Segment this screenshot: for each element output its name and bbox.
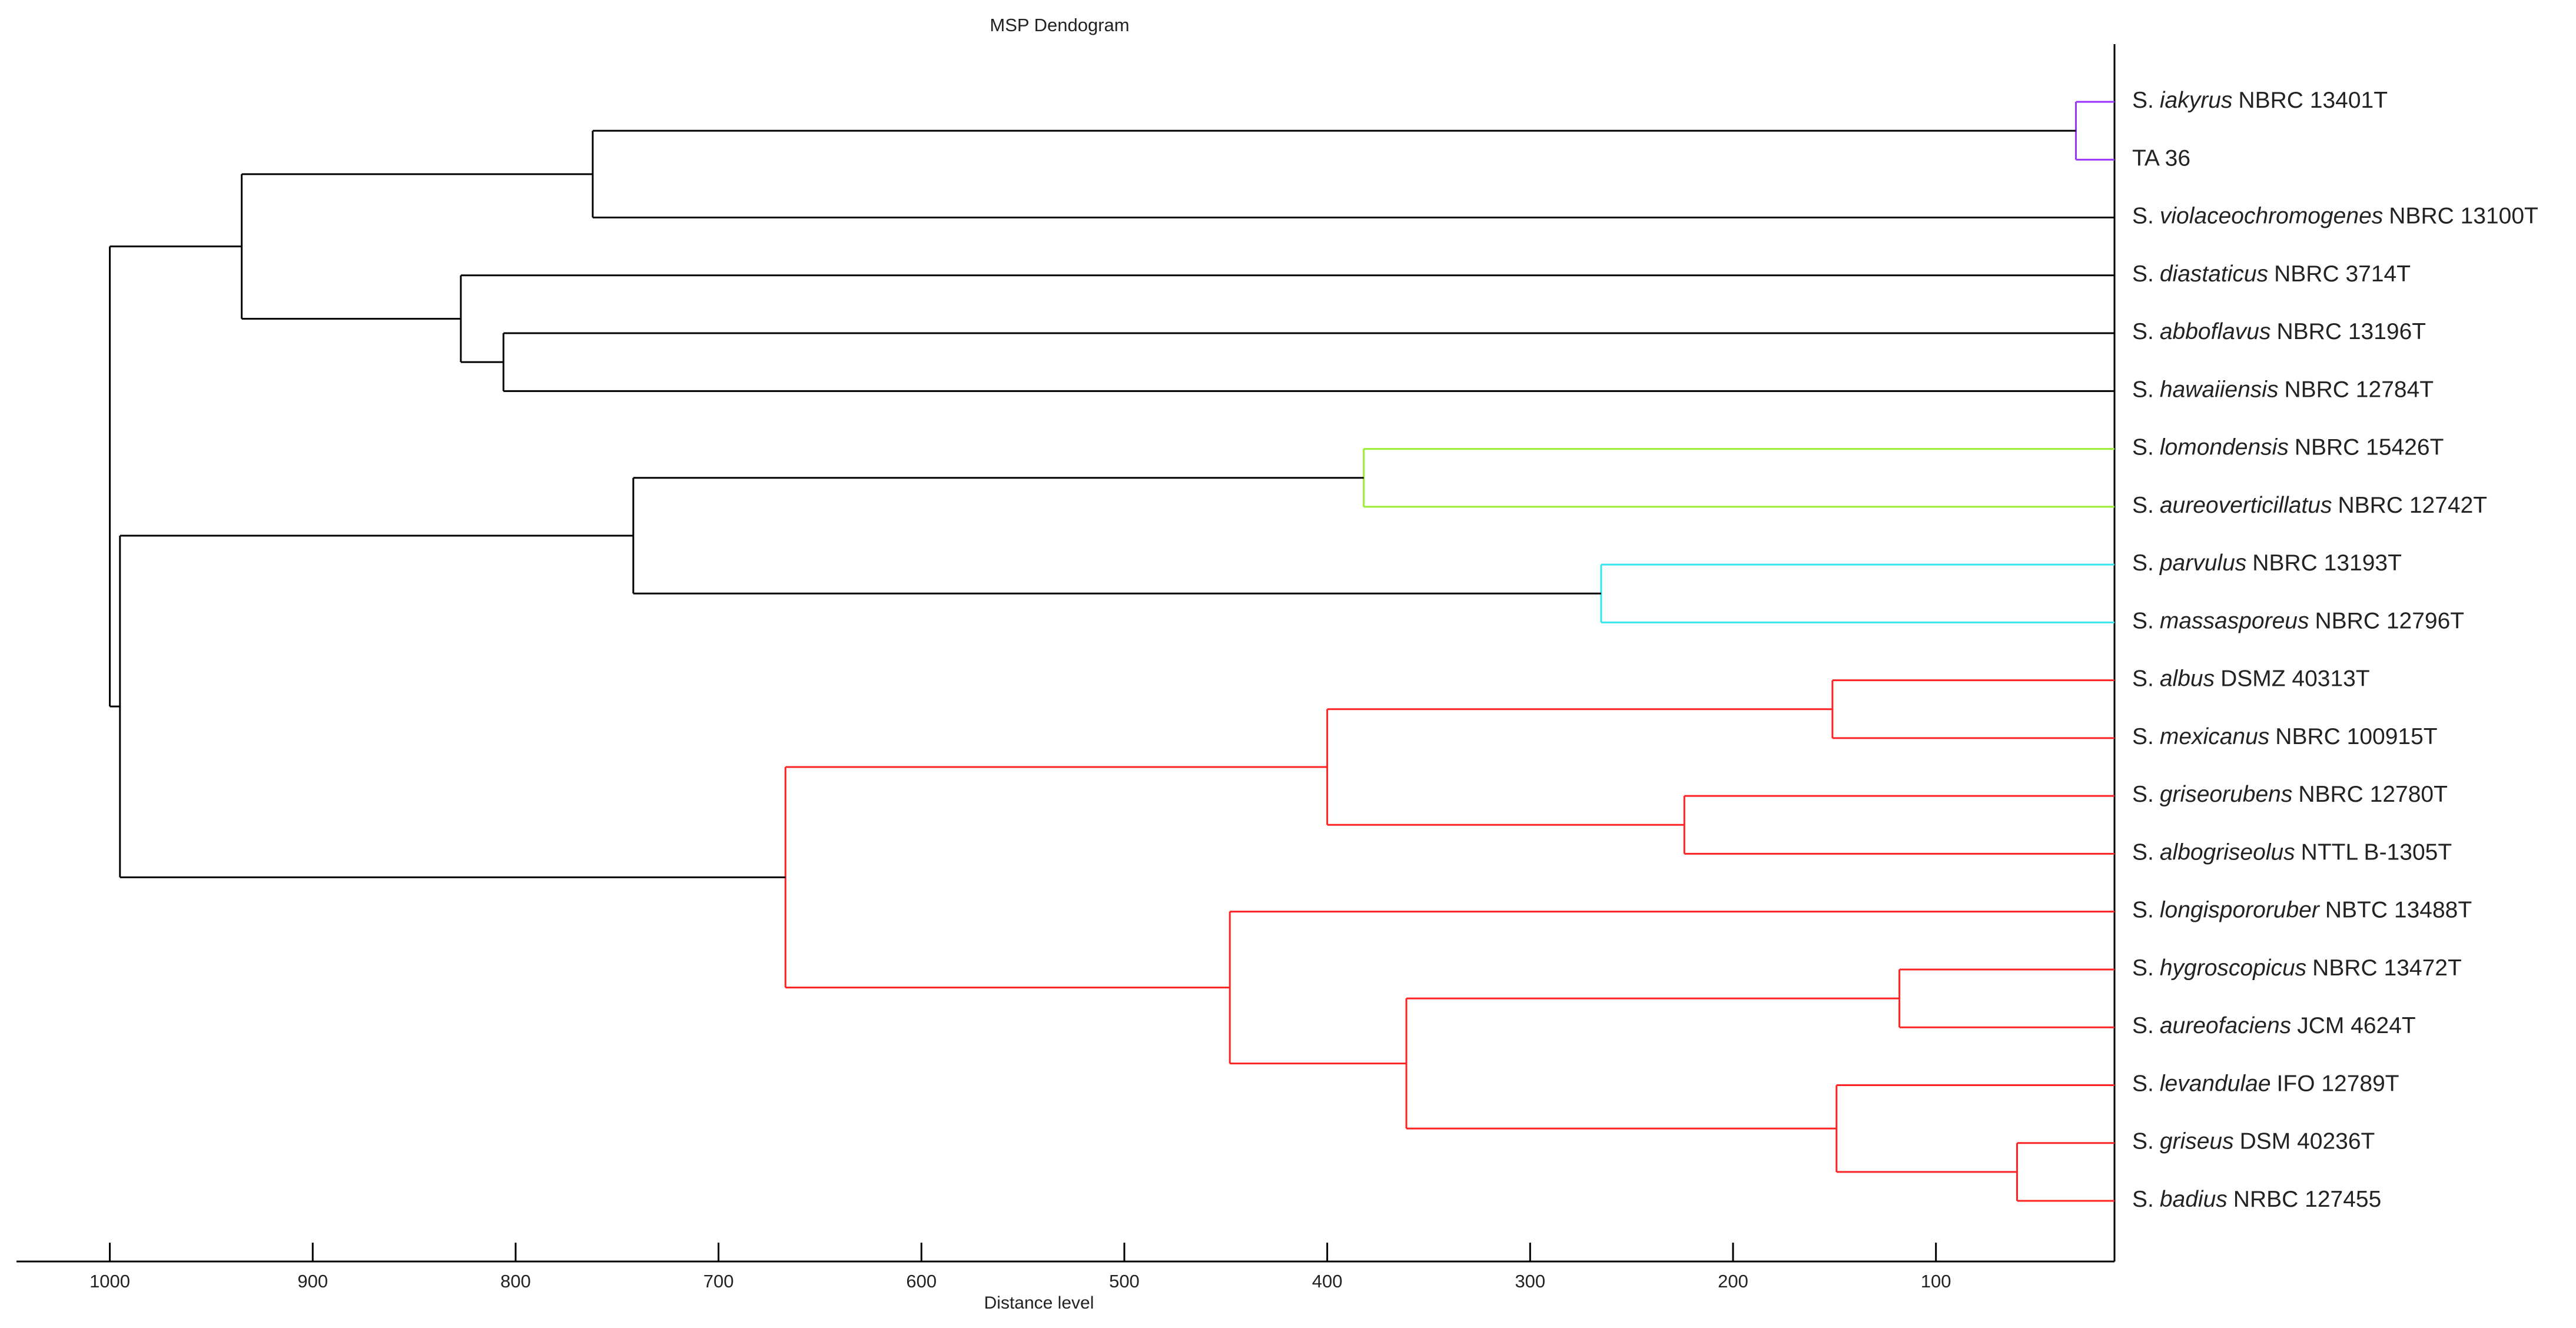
- strain: NBRC 15426T: [2295, 435, 2444, 460]
- strain: IFO 12789T: [2277, 1071, 2399, 1097]
- species: parvulus: [2159, 550, 2246, 576]
- chart-title: MSP Dendogram: [990, 15, 1129, 35]
- genus: S.: [2132, 377, 2154, 403]
- genus: S.: [2132, 1187, 2154, 1212]
- genus: S.: [2132, 955, 2154, 981]
- x-tick-label: 300: [1515, 1271, 1545, 1292]
- species: mexicanus: [2160, 724, 2269, 749]
- species: violaceochromogenes: [2160, 204, 2383, 229]
- genus: S.: [2132, 724, 2154, 749]
- leaf-label: S. hawaiiensis NBRC 12784T: [2132, 377, 2434, 403]
- species: aureoverticillatus: [2160, 493, 2332, 518]
- species: albus: [2160, 666, 2215, 692]
- strain: NBRC 12780T: [2298, 782, 2448, 807]
- leaf-label: S. albus DSMZ 40313T: [2132, 666, 2370, 692]
- leaf-label: S. mexicanus NBRC 100915T: [2132, 724, 2438, 749]
- leaf-label: S. abboflavus NBRC 13196T: [2132, 319, 2426, 344]
- x-tick-label: 400: [1312, 1271, 1343, 1292]
- species: diastaticus: [2160, 261, 2268, 287]
- genus: S.: [2132, 204, 2154, 229]
- species: griseus: [2160, 1129, 2234, 1154]
- strain: NBRC 12742T: [2338, 493, 2488, 518]
- species: badius: [2160, 1187, 2228, 1212]
- strain: JCM 4624T: [2297, 1014, 2416, 1039]
- strain: NBRC 13472T: [2312, 955, 2462, 981]
- leaf-label: S. diastaticus NBRC 3714T: [2132, 261, 2411, 287]
- leaf-label: S. lomondensis NBRC 15426T: [2132, 435, 2444, 460]
- x-tick-label: 600: [906, 1271, 937, 1292]
- strain: NBRC 13196T: [2277, 319, 2426, 344]
- strain: NBTC 13488T: [2325, 898, 2472, 923]
- species: longispororuber: [2160, 898, 2321, 923]
- x-tick-label: 100: [1921, 1271, 1951, 1292]
- genus: S.: [2132, 666, 2154, 692]
- leaf-label: S. levandulae IFO 12789T: [2132, 1071, 2399, 1097]
- leaf-label: TA 36: [2132, 146, 2190, 171]
- species: hygroscopicus: [2160, 955, 2306, 981]
- genus: S.: [2132, 609, 2154, 634]
- species: griseorubens: [2160, 782, 2292, 807]
- strain: NBRC 12784T: [2284, 377, 2434, 403]
- leaf-label: S. aureoverticillatus NBRC 12742T: [2132, 493, 2487, 518]
- strain: DSM 40236T: [2240, 1129, 2375, 1154]
- species: massasporeus: [2160, 609, 2309, 634]
- x-tick-label: 900: [297, 1271, 328, 1292]
- strain: NBRC 13193T: [2252, 550, 2402, 576]
- x-tick-label: 500: [1109, 1271, 1140, 1292]
- strain: NBRC 3714T: [2274, 261, 2411, 287]
- strain: NBRC 12796T: [2315, 609, 2464, 634]
- genus: S.: [2132, 88, 2154, 113]
- leaf-label: S. hygroscopicus NBRC 13472T: [2132, 955, 2462, 981]
- genus: S.: [2132, 550, 2154, 576]
- strain: NBRC 100915T: [2275, 724, 2437, 749]
- x-tick-label: 800: [500, 1271, 531, 1292]
- x-tick-label: 700: [703, 1271, 734, 1292]
- x-axis-label: Distance level: [984, 1293, 1094, 1313]
- leaf-label: S. violaceochromogenes NBRC 13100T: [2132, 204, 2538, 229]
- leaf-label: S. albogriseolus NTTL B-1305T: [2132, 840, 2452, 865]
- species: hawaiiensis: [2160, 377, 2279, 403]
- leaf-label: S. griseus DSM 40236T: [2132, 1129, 2375, 1154]
- genus: S.: [2132, 493, 2154, 518]
- leaf-label: S. badius NRBC 127455: [2132, 1187, 2381, 1212]
- genus: S.: [2132, 319, 2154, 344]
- strain: NRBC 127455: [2233, 1187, 2381, 1212]
- species: aureofaciens: [2160, 1014, 2291, 1039]
- x-tick-label: 200: [1718, 1271, 1748, 1292]
- leaf-label: S. griseorubens NBRC 12780T: [2132, 782, 2448, 807]
- leaf-label: S. massasporeus NBRC 12796T: [2132, 609, 2464, 634]
- genus: S.: [2132, 898, 2154, 923]
- genus: S.: [2132, 1071, 2154, 1097]
- genus: S.: [2132, 435, 2154, 460]
- species: abboflavus: [2160, 319, 2271, 344]
- genus: S.: [2132, 1129, 2154, 1154]
- leaf-label: S. aureofaciens JCM 4624T: [2132, 1014, 2416, 1039]
- leaf-name: TA 36: [2132, 146, 2190, 171]
- genus: S.: [2132, 782, 2154, 807]
- leaf-label: S. parvulus NBRC 13193T: [2132, 550, 2402, 576]
- strain: NBRC 13100T: [2389, 204, 2538, 229]
- species: levandulae: [2160, 1071, 2271, 1097]
- genus: S.: [2132, 1014, 2154, 1039]
- species: iakyrus: [2160, 88, 2233, 113]
- species: lomondensis: [2160, 435, 2289, 460]
- strain: NTTL B-1305T: [2301, 840, 2452, 865]
- genus: S.: [2132, 261, 2154, 287]
- x-tick-label: 1000: [89, 1271, 130, 1292]
- strain: DSMZ 40313T: [2220, 666, 2370, 692]
- strain: NBRC 13401T: [2238, 88, 2388, 113]
- species: albogriseolus: [2160, 840, 2295, 865]
- leaf-label: S. iakyrus NBRC 13401T: [2132, 88, 2388, 113]
- genus: S.: [2132, 840, 2154, 865]
- leaf-label: S. longispororuber NBTC 13488T: [2132, 898, 2472, 923]
